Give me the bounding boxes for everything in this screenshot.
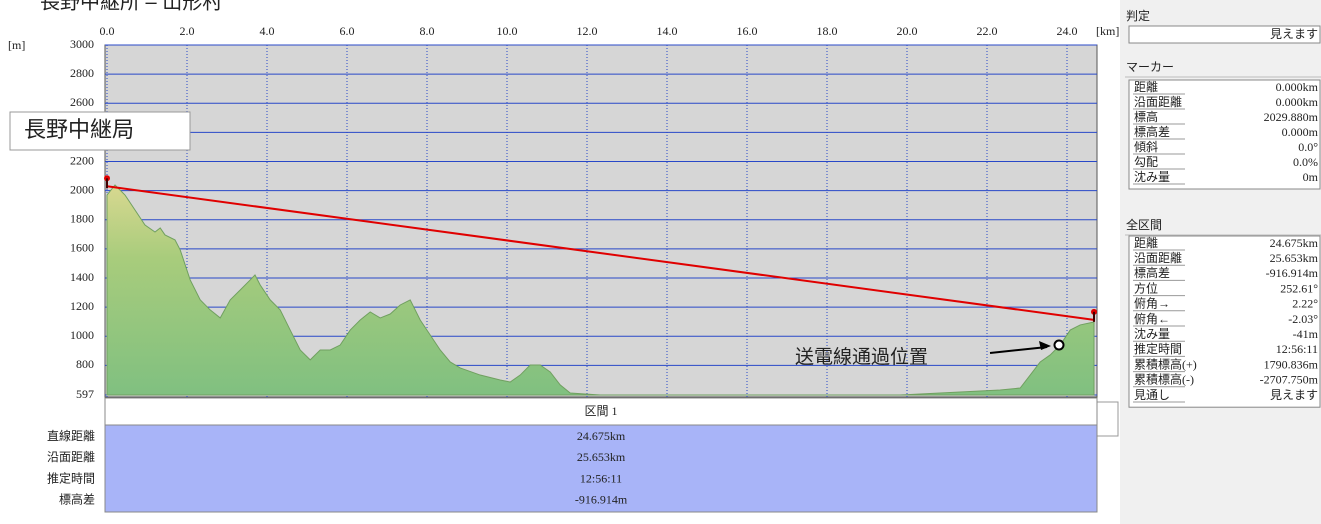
table-header-text: 区間 1 <box>584 404 617 418</box>
x-tick-label: 2.0 <box>180 24 195 38</box>
row-value: -41m <box>1293 327 1319 341</box>
y-tick-label: 1400 <box>70 270 94 284</box>
y-tick-label: 2200 <box>70 153 94 167</box>
y-tick-label: 3000 <box>70 37 94 51</box>
x-tick-label: 6.0 <box>340 24 355 38</box>
row-label: 標高差 <box>1134 265 1170 280</box>
row-label: 標高差 <box>59 492 95 507</box>
x-axis-unit: [km] <box>1096 24 1119 38</box>
x-tick-label: 18.0 <box>817 24 838 38</box>
x-tick-label: 10.0 <box>497 24 518 38</box>
y-tick-label: 1600 <box>70 241 94 255</box>
row-value: 252.61° <box>1280 281 1318 295</box>
row-label: 沿面距離 <box>1134 95 1182 109</box>
y-tick-label: 1800 <box>70 212 94 226</box>
row-label: 俯角← <box>1134 311 1170 326</box>
x-tick-label: 20.0 <box>897 24 918 38</box>
row-label: 見通し <box>1134 388 1170 402</box>
row-value: -916.914m <box>575 493 628 507</box>
row-label: 標高差 <box>1134 124 1170 139</box>
row-value: 25.653km <box>1270 251 1319 265</box>
y-tick-label: 2000 <box>70 182 94 196</box>
y-tick-label: 1000 <box>70 328 94 342</box>
arrow-head <box>1039 341 1051 351</box>
row-label: 方位 <box>1134 280 1158 295</box>
row-label: 距離 <box>1134 80 1158 94</box>
row-label: 累積標高(+) <box>1134 356 1197 371</box>
row-value: 0.0% <box>1293 155 1318 169</box>
row-value: 見えます <box>1270 388 1318 402</box>
x-tick-label: 16.0 <box>737 24 758 38</box>
table-body <box>104 424 1098 513</box>
row-value: 12:56:11 <box>580 471 622 485</box>
row-value: 2.22° <box>1292 297 1318 311</box>
x-tick-label: 4.0 <box>260 24 275 38</box>
row-value: 12:56:11 <box>1276 342 1318 356</box>
row-label: 累積標高(-) <box>1134 372 1194 387</box>
terrain-area <box>106 184 1095 396</box>
x-tick-label: 14.0 <box>657 24 678 38</box>
row-label: 俯角→ <box>1134 296 1170 311</box>
row-value: 0.0° <box>1298 140 1318 154</box>
row-label: 沈み量 <box>1134 326 1170 341</box>
row-value: 1790.836m <box>1264 357 1319 371</box>
row-label: 直線距離 <box>47 428 95 443</box>
row-label: 標高 <box>1134 109 1158 124</box>
judgement-value: 見えます <box>1270 27 1318 41</box>
row-label: 勾配 <box>1134 155 1158 169</box>
y-tick-label: 800 <box>76 357 94 371</box>
x-tick-label: 12.0 <box>577 24 598 38</box>
row-label: 推定時間 <box>1134 341 1182 356</box>
sight-line <box>106 185 1095 321</box>
x-tick-label: 24.0 <box>1057 24 1078 38</box>
position-marker <box>1053 339 1065 351</box>
y-tick-label: 1200 <box>70 299 94 313</box>
row-value: 25.653km <box>577 450 626 464</box>
x-tick-label: 8.0 <box>420 24 435 38</box>
x-tick-label: 22.0 <box>977 24 998 38</box>
row-value: 2029.880m <box>1264 110 1319 124</box>
annotation-arrow <box>989 346 1048 354</box>
row-label: 沈み量 <box>1134 169 1170 184</box>
panel-label: 全区間 <box>1126 217 1162 232</box>
row-value: -2707.750m <box>1260 373 1319 387</box>
y-tick-label: 2600 <box>70 95 94 109</box>
table-header <box>104 397 1098 426</box>
row-value: 0.000m <box>1282 125 1319 139</box>
judgement-box <box>1128 25 1321 44</box>
row-value: -916.914m <box>1266 266 1319 280</box>
y-tick-label: 2800 <box>70 66 94 80</box>
x-tick-label: 0.0 <box>100 24 115 38</box>
annotation: 送電線通過位置 <box>795 346 928 368</box>
row-label: 傾斜 <box>1134 140 1158 154</box>
annotation: 長野中継局 <box>24 117 134 142</box>
row-label: 沿面距離 <box>1134 251 1182 265</box>
window-title: 長野中継所 – 山形村 <box>40 0 222 13</box>
row-value: 0m <box>1303 170 1319 184</box>
panel-label: マーカー <box>1126 60 1174 74</box>
annotation-box <box>9 111 191 151</box>
panel-table <box>1128 79 1321 190</box>
panel-table <box>1128 235 1321 408</box>
row-value: 0.000km <box>1276 95 1319 109</box>
y-tick-label: 597 <box>76 387 94 401</box>
panel-label: 判定 <box>1126 8 1150 23</box>
y-axis-unit: [m] <box>8 38 25 52</box>
row-value: -2.03° <box>1288 312 1318 326</box>
row-label: 推定時間 <box>47 470 95 485</box>
row-label: 距離 <box>1134 236 1158 250</box>
row-value: 24.675km <box>1270 236 1319 250</box>
row-value: 0.000km <box>1276 80 1319 94</box>
row-value: 24.675km <box>577 429 626 443</box>
row-label: 沿面距離 <box>47 450 95 464</box>
